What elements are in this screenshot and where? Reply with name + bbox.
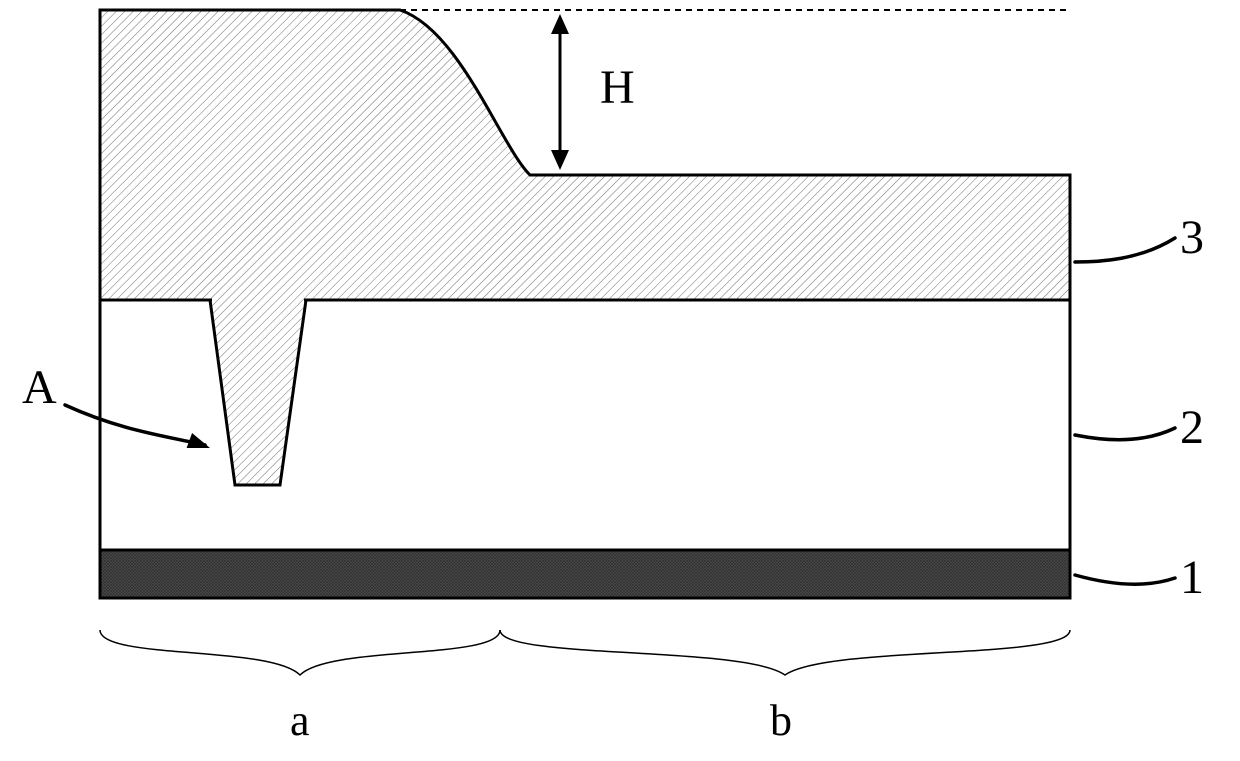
H-arrow-down	[551, 150, 569, 170]
leader-3	[1075, 238, 1175, 262]
label-a: a	[290, 695, 310, 746]
label-b: b	[770, 695, 792, 746]
H-arrow-up	[551, 14, 569, 34]
layer-1-shape	[100, 550, 1070, 598]
label-A: A	[22, 360, 57, 415]
brace-b	[500, 630, 1070, 675]
diagram-container: H A 3 2 1 a b	[0, 0, 1240, 761]
label-H: H	[600, 60, 635, 115]
leader-1	[1075, 575, 1175, 584]
leader-2	[1075, 428, 1175, 440]
label-3: 3	[1180, 210, 1204, 265]
brace-a	[100, 630, 500, 675]
label-1: 1	[1180, 550, 1204, 605]
label-2: 2	[1180, 400, 1204, 455]
